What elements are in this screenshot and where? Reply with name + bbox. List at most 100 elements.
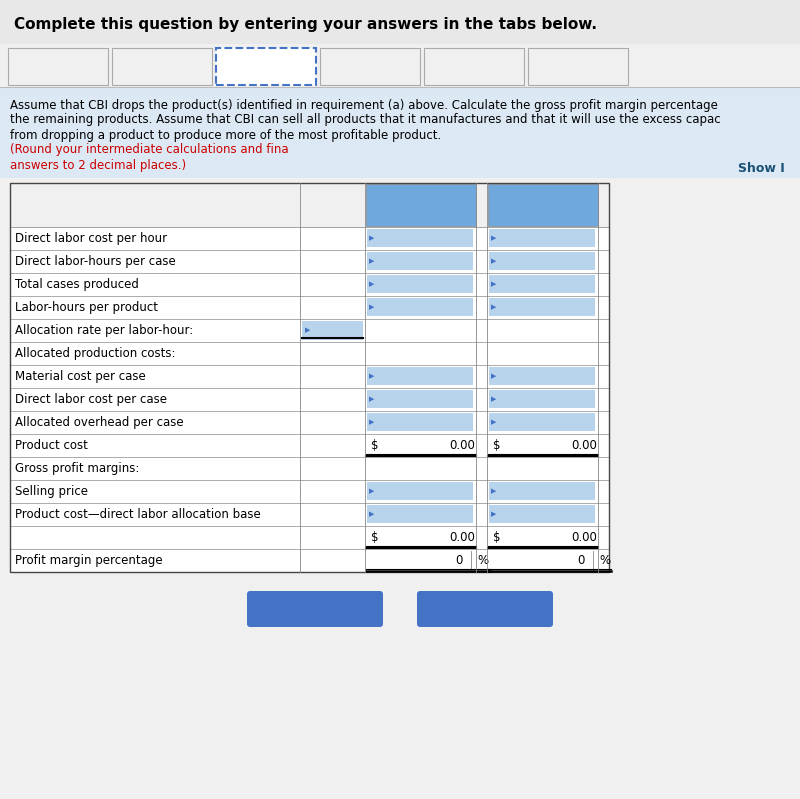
Text: Product cost—direct labor allocation base: Product cost—direct labor allocation bas… [15, 508, 261, 521]
Bar [216, 48, 316, 85]
Text: Req A1: Req A1 [34, 60, 82, 73]
Bar [10, 388, 609, 411]
Text: (Round your intermediate calculations and fina: (Round your intermediate calculations an… [10, 144, 289, 157]
Bar [10, 457, 609, 480]
Text: ▶: ▶ [491, 396, 496, 403]
Text: ▶: ▶ [491, 259, 496, 264]
Text: ▶: ▶ [491, 373, 496, 380]
Text: 0.00: 0.00 [449, 439, 475, 452]
Bar [250, 594, 380, 624]
Bar [367, 505, 473, 523]
Bar [10, 503, 609, 526]
Text: Direct labor-hours per case: Direct labor-hours per case [15, 255, 176, 268]
Text: answers to 2 decimal places.): answers to 2 decimal places.) [10, 158, 186, 172]
Text: Labor-hours per product: Labor-hours per product [15, 301, 158, 314]
Bar [366, 184, 476, 226]
Text: ▶: ▶ [491, 304, 496, 311]
Bar [8, 48, 108, 85]
Text: ▶: ▶ [491, 511, 496, 518]
Text: 0.00: 0.00 [571, 531, 597, 544]
Bar [10, 273, 609, 296]
Text: Allocated overhead per case: Allocated overhead per case [15, 416, 184, 429]
Text: Allocation rate per labor-hour:: Allocation rate per labor-hour: [15, 324, 194, 337]
Text: Assume that CBI drops the product(s) identified in requirement (a) above. Calcul: Assume that CBI drops the product(s) ide… [10, 98, 718, 112]
Text: ▶: ▶ [369, 281, 374, 288]
Text: Direct labor cost per case: Direct labor cost per case [15, 393, 167, 406]
Bar [489, 275, 595, 293]
Bar [367, 275, 473, 293]
Text: Req D1: Req D1 [450, 60, 498, 73]
Text: $: $ [493, 439, 501, 452]
Text: ▶: ▶ [369, 259, 374, 264]
Bar [367, 252, 473, 270]
Text: Gross profit margins:: Gross profit margins: [15, 462, 139, 475]
Text: $: $ [371, 439, 378, 452]
Bar [489, 252, 595, 270]
Text: $: $ [493, 531, 501, 544]
Bar [528, 48, 628, 85]
Text: ▶: ▶ [369, 304, 374, 311]
Text: Material cost per case: Material cost per case [15, 370, 146, 383]
Bar [10, 296, 609, 319]
Text: Selling price: Selling price [15, 485, 88, 498]
Text: ▶: ▶ [369, 396, 374, 403]
Bar [367, 298, 473, 316]
Text: ▶: ▶ [491, 281, 496, 288]
Bar [0, 0, 800, 44]
Bar [489, 482, 595, 500]
Text: < Req A2: < Req A2 [279, 602, 351, 616]
Text: %: % [599, 554, 610, 567]
Bar [10, 480, 609, 503]
Bar [10, 183, 609, 227]
Bar [489, 390, 595, 408]
Bar [10, 549, 609, 572]
Text: 0.00: 0.00 [449, 531, 475, 544]
Bar [10, 183, 609, 572]
Bar [489, 413, 595, 431]
Text: ▶: ▶ [369, 488, 374, 495]
Bar [367, 482, 473, 500]
Bar [489, 298, 595, 316]
Bar [10, 526, 609, 549]
Bar [367, 413, 473, 431]
Bar [10, 411, 609, 434]
Text: ▶: ▶ [369, 419, 374, 426]
Bar [424, 48, 524, 85]
Text: $: $ [371, 531, 378, 544]
Text: from dropping a product to produce more of the most profitable product.: from dropping a product to produce more … [10, 129, 442, 141]
Text: Allocated production costs:: Allocated production costs: [15, 347, 175, 360]
Bar [367, 390, 473, 408]
Bar [10, 227, 609, 250]
Bar [488, 184, 598, 226]
Text: the remaining products. Assume that CBI can sell all products that it manufactur: the remaining products. Assume that CBI … [10, 113, 721, 126]
Bar [112, 48, 212, 85]
Text: ▶: ▶ [491, 236, 496, 241]
Bar [10, 342, 609, 365]
Bar [0, 88, 800, 178]
Text: Req D2: Req D2 [554, 60, 602, 73]
Bar [10, 365, 609, 388]
Text: %: % [477, 554, 488, 567]
Text: ▶: ▶ [369, 373, 374, 380]
Text: Complete this question by entering your answers in the tabs below.: Complete this question by entering your … [14, 17, 597, 31]
Bar [10, 319, 609, 342]
Bar [489, 229, 595, 247]
Bar [489, 367, 595, 385]
Text: ▶: ▶ [305, 328, 310, 333]
Text: Req C1: Req C1 [242, 60, 290, 73]
Text: ▶: ▶ [369, 236, 374, 241]
Text: ▶: ▶ [491, 419, 496, 426]
Text: 0.00: 0.00 [571, 439, 597, 452]
Text: Direct labor cost per hour: Direct labor cost per hour [15, 232, 167, 245]
Text: ▶: ▶ [369, 511, 374, 518]
Bar [367, 229, 473, 247]
Text: Profit margin percentage: Profit margin percentage [15, 554, 162, 567]
Text: Total cases produced: Total cases produced [15, 278, 139, 291]
Text: Req C2: Req C2 [346, 60, 394, 73]
Text: 0: 0 [578, 554, 585, 567]
Bar [10, 434, 609, 457]
FancyBboxPatch shape [247, 591, 383, 627]
Text: Show I: Show I [738, 161, 785, 174]
Bar [489, 505, 595, 523]
Text: Req A2: Req A2 [138, 60, 186, 73]
